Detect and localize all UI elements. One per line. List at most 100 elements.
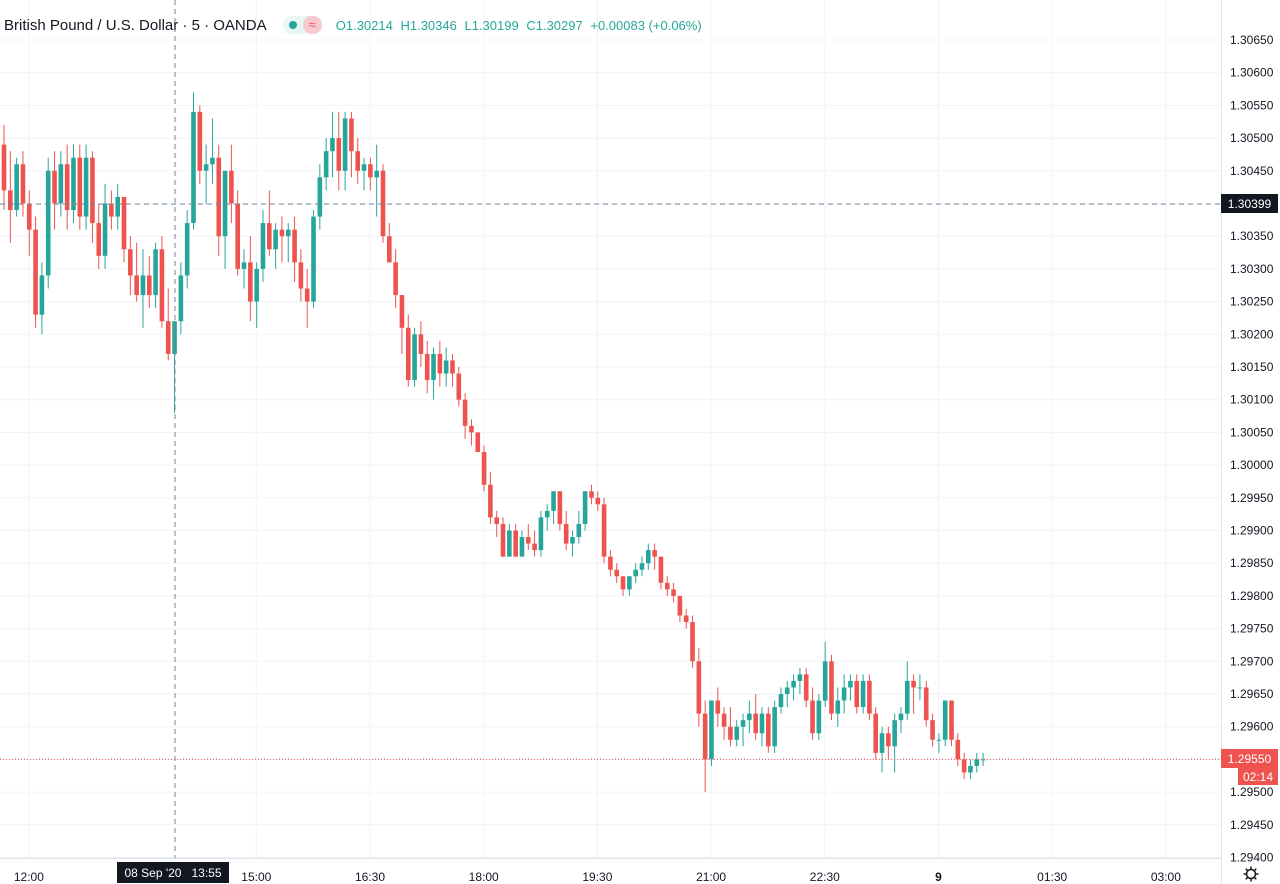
- candle-body: [696, 661, 702, 714]
- candle-body: [822, 661, 828, 701]
- candle-body: [20, 164, 26, 204]
- candle-body: [557, 491, 563, 524]
- candle-body: [412, 334, 417, 381]
- candle: [646, 543, 651, 570]
- gear-icon[interactable]: [1243, 866, 1259, 882]
- candle-body: [551, 491, 556, 511]
- time-tick-label: 18:00: [469, 870, 499, 884]
- candle-body: [26, 203, 32, 230]
- price-tick-label: 1.30600: [1230, 66, 1274, 80]
- candle-body: [936, 739, 942, 741]
- candle: [71, 144, 76, 224]
- candle-body: [886, 733, 891, 747]
- candle-body: [355, 151, 361, 171]
- candle-body: [810, 700, 815, 734]
- candle-body: [841, 687, 847, 701]
- candle-body: [14, 164, 19, 211]
- time-tick-label: 15:00: [241, 870, 271, 884]
- candle-body: [165, 321, 171, 354]
- candle-body: [797, 674, 803, 681]
- price-tick-label: 1.29400: [1230, 851, 1274, 865]
- candle-body: [715, 700, 721, 714]
- candle-body: [146, 275, 152, 296]
- price-axis[interactable]: 1.29400 1.29450 1.29500 1.29550 1.29600 1.296…: [1230, 33, 1274, 865]
- candle-body: [481, 452, 487, 485]
- candle-body: [500, 523, 506, 557]
- price-tick-label: 1.29800: [1230, 589, 1274, 603]
- candle-body: [923, 687, 929, 721]
- candle-body: [45, 170, 51, 276]
- candle: [323, 138, 329, 191]
- candle-body: [336, 138, 342, 171]
- candle: [696, 648, 702, 727]
- price-tick-label: 1.29500: [1230, 785, 1274, 799]
- candle: [418, 321, 424, 367]
- candle-body: [911, 680, 916, 688]
- candle-body: [721, 713, 727, 727]
- candle: [475, 432, 481, 453]
- candle: [355, 138, 361, 184]
- candle: [911, 674, 916, 714]
- candle: [677, 595, 683, 623]
- candle: [930, 713, 935, 747]
- candle: [481, 445, 487, 492]
- candle: [393, 249, 398, 309]
- candle: [285, 223, 291, 263]
- candle: [854, 674, 860, 714]
- candle: [146, 255, 152, 309]
- axis-labels: 1.30399 08 Sep '20 13:55 1.29550 02:14: [117, 194, 1278, 883]
- candle: [608, 550, 613, 577]
- candle-body: [197, 111, 203, 171]
- time-tick-label: 16:30: [355, 870, 385, 884]
- candle: [936, 733, 942, 753]
- candle-body: [405, 327, 411, 381]
- candle-body: [462, 399, 468, 426]
- price-tick-label: 1.30050: [1230, 425, 1274, 439]
- price-tick-label: 1.30350: [1230, 229, 1274, 243]
- candle-body: [424, 353, 430, 381]
- chart-legend: British Pound / U.S. Dollar · 5 · OANDA …: [4, 14, 706, 36]
- candle-body: [961, 759, 967, 773]
- price-tick-label: 1.29700: [1230, 654, 1274, 668]
- candle: [702, 700, 708, 793]
- candle-body: [835, 700, 841, 714]
- candle-body: [380, 170, 386, 237]
- candle-body: [646, 550, 651, 564]
- candle: [652, 543, 657, 570]
- time-tick-label: 12:00: [14, 870, 44, 884]
- time-tick-label: 19:30: [582, 870, 612, 884]
- candle: [519, 530, 525, 557]
- time-tick-label: 9: [935, 870, 942, 884]
- candle-body: [747, 713, 752, 721]
- series-status-pill[interactable]: ≈: [282, 16, 322, 34]
- candle-body: [949, 700, 954, 740]
- candle: [917, 674, 923, 701]
- candle-body: [368, 164, 373, 178]
- price-tick-label: 1.29450: [1230, 818, 1274, 832]
- candle-body: [8, 190, 13, 211]
- price-tick-label: 1.30100: [1230, 393, 1274, 407]
- candle: [772, 700, 777, 753]
- candle: [380, 164, 386, 243]
- price-tick-label: 1.30150: [1230, 360, 1274, 374]
- candle-body: [241, 262, 247, 269]
- candle: [330, 111, 335, 178]
- candle: [109, 190, 114, 230]
- candle: [456, 367, 462, 407]
- candle-body: [235, 203, 241, 269]
- candle-body: [538, 517, 544, 551]
- candle-body: [1, 144, 7, 191]
- time-axis[interactable]: 12:00 15:00 16:30 18:00 19:30 21:00 22:30 9 01:3…: [14, 870, 1181, 884]
- candle: [178, 262, 184, 335]
- candle-body: [96, 223, 102, 256]
- candle-body: [860, 680, 866, 708]
- price-tick-label: 1.30200: [1230, 327, 1274, 341]
- candle-body: [387, 236, 392, 263]
- candle-body: [620, 576, 626, 590]
- candle-body: [39, 275, 45, 315]
- candle-body: [740, 720, 746, 727]
- candle-body: [64, 164, 70, 211]
- crosshair-time-label: 08 Sep '20 13:55: [117, 862, 229, 883]
- symbol-title[interactable]: British Pound / U.S. Dollar · 5 · OANDA: [4, 16, 267, 34]
